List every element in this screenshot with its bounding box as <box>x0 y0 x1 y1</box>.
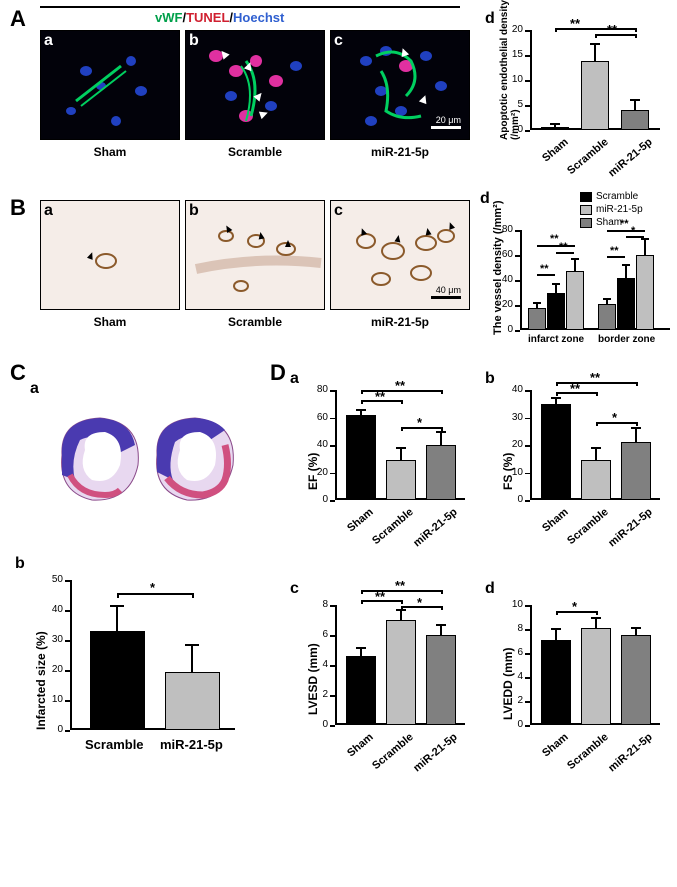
ylabel: The vessel density (/mm²) <box>492 201 504 336</box>
bar <box>581 628 611 725</box>
ylabel: Apoptotic endothelial density(/mm²) <box>499 0 521 140</box>
panel-d-chart-c: c LVESD (mm) 0 2 4 6 8 ** ** * Sham Scra… <box>290 580 475 780</box>
panel-d-sub-b: b <box>485 370 495 388</box>
bar <box>621 635 651 725</box>
ylabel: LVESD (mm) <box>306 643 320 715</box>
arrow-icon <box>285 240 291 247</box>
legend-hoechst: Hoechst <box>233 10 284 25</box>
panel-d-sub-a: a <box>290 370 299 388</box>
panel-a-img-mir: 20 μm <box>330 30 470 140</box>
panel-c-sub-a: a <box>30 380 39 398</box>
panel-a-chart-d: d Apoptotic endothelial density(/mm²) 0 … <box>485 10 670 165</box>
panel-a-label: A <box>10 6 26 32</box>
scalebar <box>431 126 461 129</box>
panel-b-cap-sham: Sham <box>40 315 180 329</box>
panel-d-sub-d: d <box>485 580 495 598</box>
arrow-icon <box>257 232 264 240</box>
panel-a-cap-sham: Sham <box>40 145 180 159</box>
ylabel: Infarcted size (%) <box>34 631 48 730</box>
arrow-icon <box>394 235 401 243</box>
panel-c-chart-b: Infarcted size (%) 0 10 20 30 40 50 * Sc… <box>20 565 240 775</box>
bar <box>636 255 654 330</box>
bar <box>528 308 546 331</box>
panel-b-sub-a: a <box>44 202 53 220</box>
panel-a-cap-scramble: Scramble <box>185 145 325 159</box>
panel-b-img-sham <box>40 200 180 310</box>
panel-a-legend: vWF/TUNEL/Hoechst <box>155 10 284 25</box>
bar <box>541 640 571 725</box>
bar <box>617 278 635 331</box>
panel-d-chart-d: d LVEDD (mm) 0 2 4 6 8 10 * Sham Scrambl… <box>485 580 670 780</box>
bar-scramble <box>581 61 609 130</box>
panel-a-img-sham <box>40 30 180 140</box>
panel-b-img-scramble <box>185 200 325 310</box>
panel-b-sub-b: b <box>189 202 199 220</box>
bar <box>386 460 416 500</box>
panel-d-chart-b: b FS (%) 0 10 20 30 40 ** ** * Sham Scra… <box>485 370 670 560</box>
panel-b-sub-c: c <box>334 202 343 220</box>
bar <box>346 656 376 725</box>
panel-b-chart-d: d Scramble miR-21-5p Sham The vessel den… <box>480 190 675 355</box>
arrow-icon <box>424 228 431 236</box>
panel-a-sub-b: b <box>189 32 199 50</box>
ylabel: LVEDD (mm) <box>501 648 515 720</box>
panel-a-img-scramble <box>185 30 325 140</box>
panel-d-sub-c: c <box>290 580 299 598</box>
panel-d-label: D <box>270 360 286 386</box>
bar-sham <box>541 127 569 130</box>
panel-a-sub-a: a <box>44 32 53 50</box>
panel-a-sub-c: c <box>334 32 343 50</box>
panel-c-label: C <box>10 360 26 386</box>
legend-tunel: TUNEL <box>186 10 229 25</box>
bar <box>581 460 611 500</box>
panel-a-rule <box>40 6 460 8</box>
panel-b-img-mir: 40 μm <box>330 200 470 310</box>
bar-mir <box>165 672 220 731</box>
bar <box>541 404 571 500</box>
bar <box>426 635 456 725</box>
scalebar-text: 40 μm <box>436 285 461 295</box>
bar <box>566 271 584 330</box>
panel-b-label: B <box>10 195 26 221</box>
panel-b-cap-scramble: Scramble <box>185 315 325 329</box>
heart-sections <box>50 395 250 525</box>
bar <box>386 620 416 725</box>
panel-a-sub-d: d <box>485 10 495 28</box>
bar <box>598 304 616 330</box>
bar-scramble <box>90 631 145 730</box>
panel-b-cap-mir: miR-21-5p <box>330 315 470 329</box>
scalebar-text: 20 μm <box>436 115 461 125</box>
bar <box>426 445 456 500</box>
panel-d-chart-a: a EF (%) 0 20 40 60 80 ** ** * Sham Scra… <box>290 370 475 560</box>
bar <box>346 415 376 500</box>
bar <box>547 293 565 331</box>
panel-a-cap-mir: miR-21-5p <box>330 145 470 159</box>
scalebar <box>431 296 461 299</box>
legend-vwf: vWF <box>155 10 182 25</box>
bar <box>621 442 651 500</box>
panel-b-sub-d: d <box>480 190 490 208</box>
bar-mir <box>621 110 649 130</box>
